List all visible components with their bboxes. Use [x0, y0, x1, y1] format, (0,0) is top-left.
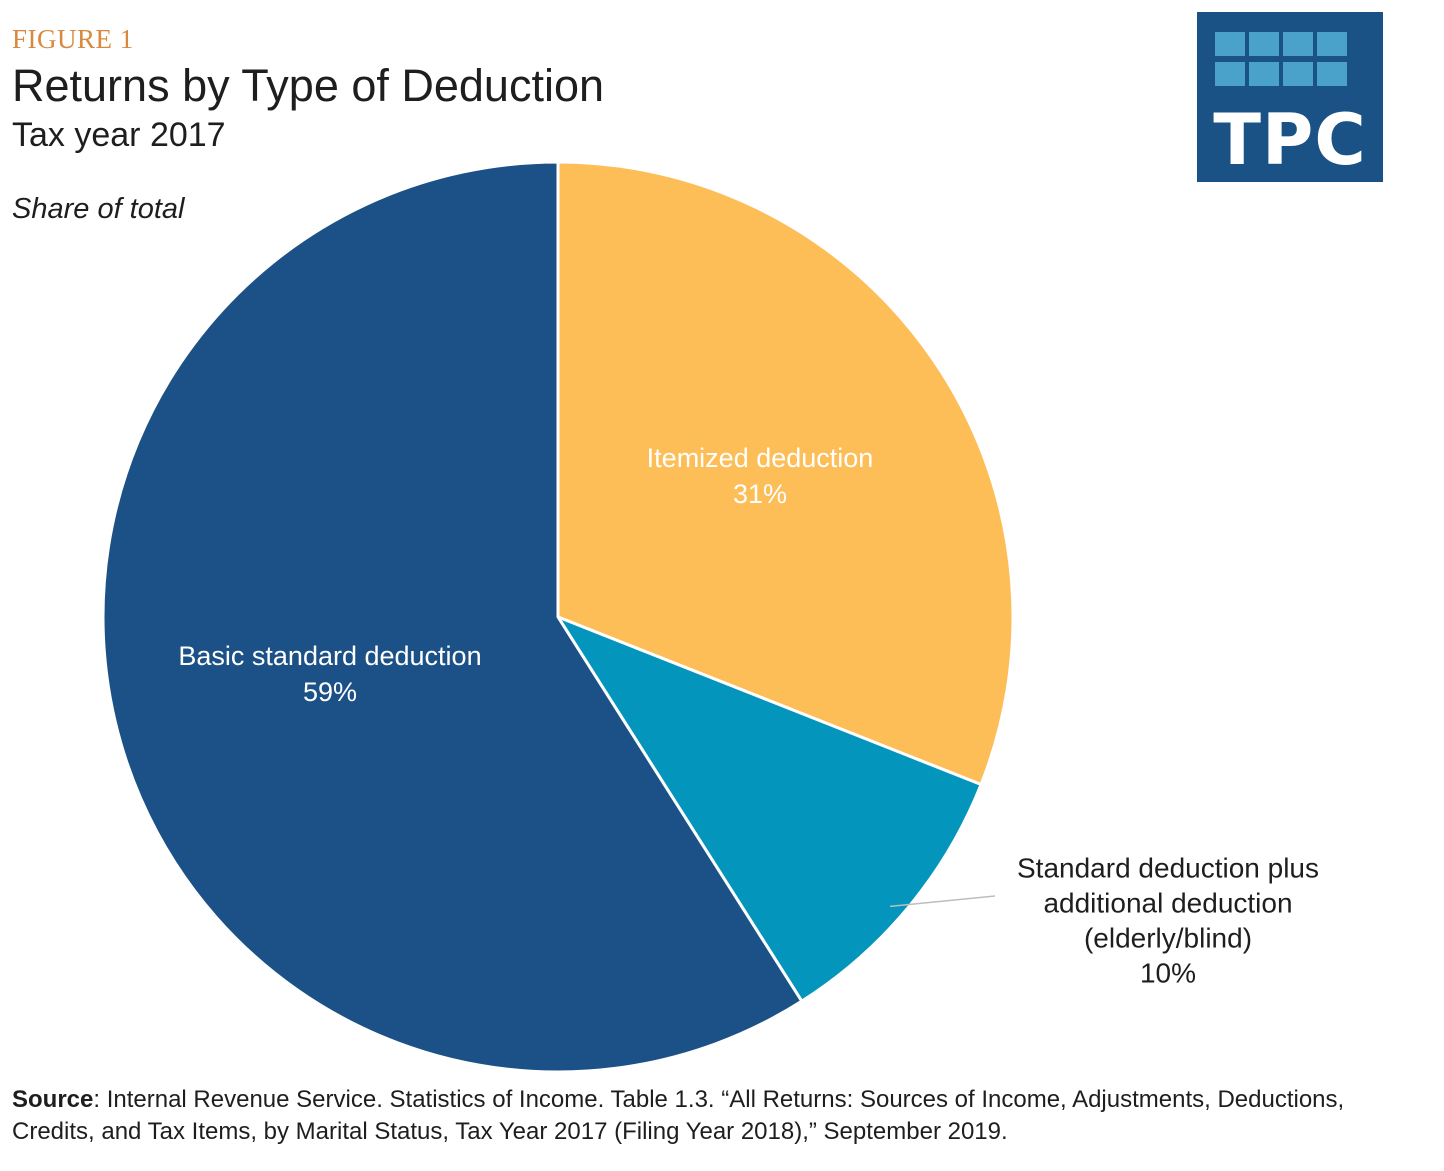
logo-square	[1215, 62, 1245, 86]
logo-square	[1317, 32, 1347, 56]
slice-label-1-line-3: 10%	[1140, 958, 1196, 989]
pie-slice-0	[556, 160, 1015, 786]
slice-label-2-line-1: 59%	[303, 677, 357, 707]
source-note: Source: Internal Revenue Service. Statis…	[12, 1084, 1392, 1148]
unit-label: Share of total	[12, 193, 185, 225]
slice-label-0-line-1: 31%	[733, 479, 787, 509]
source-label: Source	[12, 1086, 94, 1113]
logo-square	[1317, 62, 1347, 86]
chart-title: Returns by Type of Deduction	[12, 60, 605, 111]
logo-square	[1283, 62, 1313, 86]
pie-slice-1	[556, 615, 983, 1003]
source-text: : Internal Revenue Service. Statistics o…	[12, 1086, 1345, 1145]
logo-square	[1215, 32, 1245, 56]
chart-subtitle: Tax year 2017	[12, 116, 226, 154]
slice-label-1-line-2: (elderly/blind)	[1084, 923, 1252, 954]
leader-line	[889, 895, 996, 908]
figure-label: FIGURE 1	[12, 24, 134, 54]
logo-square	[1283, 32, 1313, 56]
slice-label-2-line-0: Basic standard deduction	[178, 641, 481, 671]
slice-label-0-line-0: Itemized deduction	[647, 443, 874, 473]
logo-square	[1249, 62, 1279, 86]
slice-label-1-line-1: additional deduction	[1043, 888, 1292, 919]
pie-slice-2	[101, 160, 804, 1074]
slice-label-1-line-0: Standard deduction plus	[1017, 853, 1319, 884]
logo-square	[1249, 32, 1279, 56]
logo-text: TPC	[1213, 99, 1367, 181]
tpc-logo: TPC	[1197, 12, 1383, 182]
